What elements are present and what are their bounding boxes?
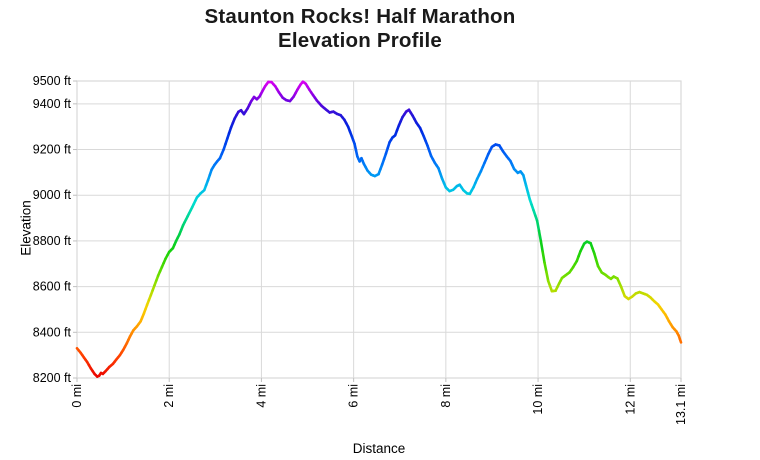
plot-border [76,80,682,379]
y-tick-label: 9500 ft [33,74,72,88]
y-tick-label: 9400 ft [33,97,72,111]
x-tick-label: 0 mi [70,384,84,408]
x-tick-label: 12 mi [623,384,637,415]
x-tick-label: 2 mi [162,384,176,408]
elevation-line [75,80,683,378]
chart-title-line2: Elevation Profile [277,29,443,52]
y-tick-label: 8400 ft [33,325,72,339]
y-tick-label: 8200 ft [33,371,72,385]
x-tick-label: 10 mi [531,384,545,415]
y-tick-label: 8600 ft [33,280,72,294]
x-axis-title: Distance [352,441,406,456]
chart-title: Staunton Rocks! Half Marathon Elevation … [0,5,720,53]
chart-title-line1: Staunton Rocks! Half Marathon [204,5,516,28]
y-axis-title: Elevation [18,200,34,256]
x-tick-label: 4 mi [254,384,268,408]
y-tick-label: 9000 ft [33,188,72,202]
x-tick-label: 13.1 mi [674,384,688,425]
y-tick-label: 9200 ft [33,143,72,157]
x-tick-label: 6 mi [347,384,361,408]
x-tick-label: 8 mi [439,384,453,408]
y-tick-label: 8800 ft [33,234,72,248]
